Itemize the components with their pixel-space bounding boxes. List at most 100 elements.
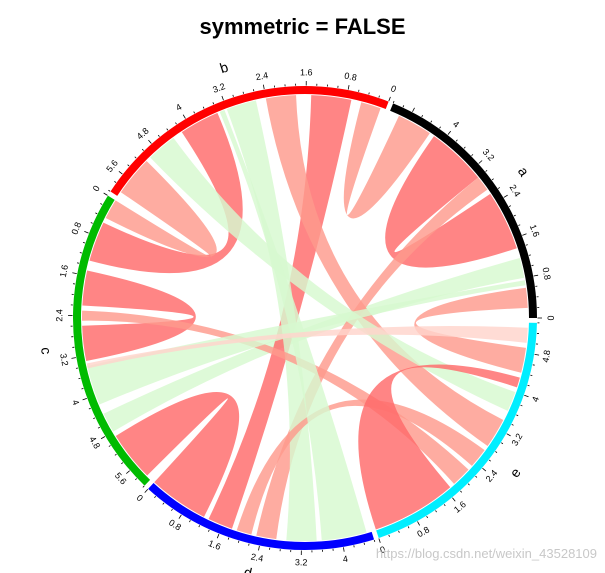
tick-label-c: 4 [70,398,81,406]
tick-a [525,244,528,246]
tick-e [417,521,421,526]
tick-label-c: 2.4 [54,309,64,322]
tick-c [82,241,86,244]
tick-a [439,126,441,129]
link-b-d-5 [208,95,352,529]
tick-c [100,203,103,205]
tick-c [97,426,100,429]
tick-b [175,122,177,125]
sector-track-e [376,322,537,538]
sector-track-a [390,103,537,318]
link-a-e-0 [414,287,528,373]
tick-b [202,106,205,109]
tick-a [455,139,458,142]
tick-e [378,538,381,543]
tick-label-a: 1.6 [528,223,542,238]
tick-d [343,547,345,552]
tick-a [412,107,415,113]
tick-d [171,508,173,511]
tick-d [208,529,210,532]
tick-label-e: 3.2 [510,432,525,448]
tick-d [216,533,220,539]
tick-b [148,139,152,144]
sector-track-d [148,483,375,550]
tick-c [108,445,111,447]
sector-label-e: e [506,464,524,480]
tick-d [144,489,149,493]
tick-b [378,95,380,98]
tick-label-b: 4 [174,102,183,113]
tick-b [232,94,234,97]
tick-c [93,417,96,420]
tick-a [513,214,516,217]
tick-b [141,148,144,151]
tick-b [108,189,111,192]
tick-label-d: 0.8 [167,517,183,532]
tick-e [506,433,511,437]
tick-e [495,451,498,453]
tick-label-a: 2.4 [508,183,523,199]
tick-c [79,252,82,254]
tick-c [95,212,98,215]
link-b-e-9 [150,137,516,411]
tick-a [430,120,433,123]
tick-a [463,146,466,149]
chart-title: symmetric = FALSE [199,14,406,39]
tick-b [114,181,117,183]
link-a-a-2 [385,136,517,268]
tick-label-d: 2.4 [250,551,264,563]
tick-label-a: 0 [546,315,556,320]
tick-b [157,134,160,137]
tick-d [363,542,365,545]
tick-c [100,436,106,440]
sector-label-a: a [515,164,533,180]
tick-d [198,525,201,528]
tick-e [398,530,400,533]
tick-b [347,85,350,90]
tick-e [443,504,446,507]
tick-e [511,424,514,426]
tick-b [134,156,137,159]
tick-b [262,84,265,90]
tick-c [84,231,89,234]
tick-d [237,540,240,543]
tick-a [491,178,494,181]
tick-a [478,160,483,164]
tick-label-d: 4 [342,554,349,565]
tick-label-b: 2.4 [255,70,269,82]
tick-label-e: 4.8 [540,349,552,363]
tick-e [407,526,410,529]
tick-d [154,495,157,499]
tick-c [81,387,84,390]
tick-b [127,164,130,167]
tick-c [142,485,145,488]
tick-a [447,130,452,135]
links-layer [82,95,528,541]
tick-b [212,102,215,105]
sector-label-c: c [38,346,55,355]
tick-b [193,111,196,114]
tick-label-a: 4 [451,119,461,130]
link-a-d-3 [256,177,488,540]
tick-a [485,169,488,172]
tick-d [162,502,165,505]
tick-c [135,478,138,481]
tick-b [368,92,370,95]
tick-a [402,105,405,108]
tick-label-a: 3.2 [481,147,497,163]
tick-e [520,404,523,407]
tick-label-e: 0 [379,544,387,555]
tick-label-c: 1.6 [58,264,70,278]
tick-label-a: 0.8 [541,267,553,281]
tick-d [373,539,376,542]
tick-c [103,192,108,196]
tick-label-e: 2.4 [484,468,500,484]
tick-label-c: 4.8 [87,435,102,451]
link-b-c-10 [105,161,217,258]
tick-b [221,95,224,101]
tick-c [125,470,130,474]
tick-c [72,272,77,274]
link-b-e-6 [265,95,504,447]
tick-d [227,537,230,540]
tick-e [482,467,487,472]
